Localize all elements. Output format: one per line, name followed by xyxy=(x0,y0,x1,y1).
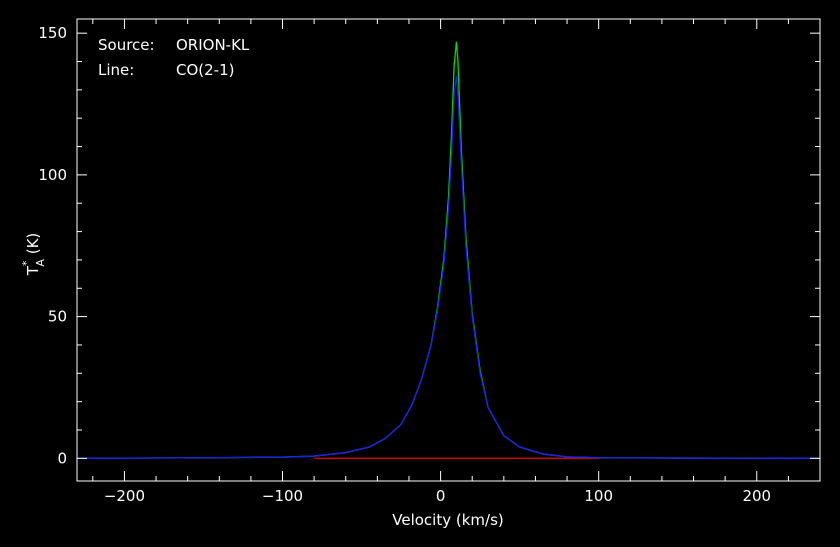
y-tick-label: 0 xyxy=(57,449,67,467)
plot-frame xyxy=(76,18,821,482)
tick-marks xyxy=(77,19,821,481)
line-key: Line: xyxy=(98,61,134,79)
y-axis-label-sup: * xyxy=(20,260,33,266)
plot-area xyxy=(76,41,821,459)
y-tick-label: 100 xyxy=(38,166,67,184)
y-axis-label-unit: (K) xyxy=(24,233,42,259)
x-tick-label: 100 xyxy=(584,487,613,505)
source-value: ORION-KL xyxy=(176,36,250,54)
x-tick-label: −200 xyxy=(104,487,145,505)
x-tick-label: 200 xyxy=(742,487,771,505)
x-axis-label: Velocity (km/s) xyxy=(392,511,503,529)
x-tick-label: −100 xyxy=(262,487,303,505)
line-value: CO(2-1) xyxy=(176,61,234,79)
y-tick-label: 50 xyxy=(48,308,67,326)
y-axis-label: T*A (K) xyxy=(20,233,47,277)
source-key: Source: xyxy=(98,36,155,54)
y-axis-label-main: T xyxy=(24,265,42,276)
y-axis-label-sub: A xyxy=(34,259,47,267)
y-tick-label: 150 xyxy=(38,24,67,42)
series-line xyxy=(76,75,821,459)
x-tick-label: 0 xyxy=(436,487,446,505)
